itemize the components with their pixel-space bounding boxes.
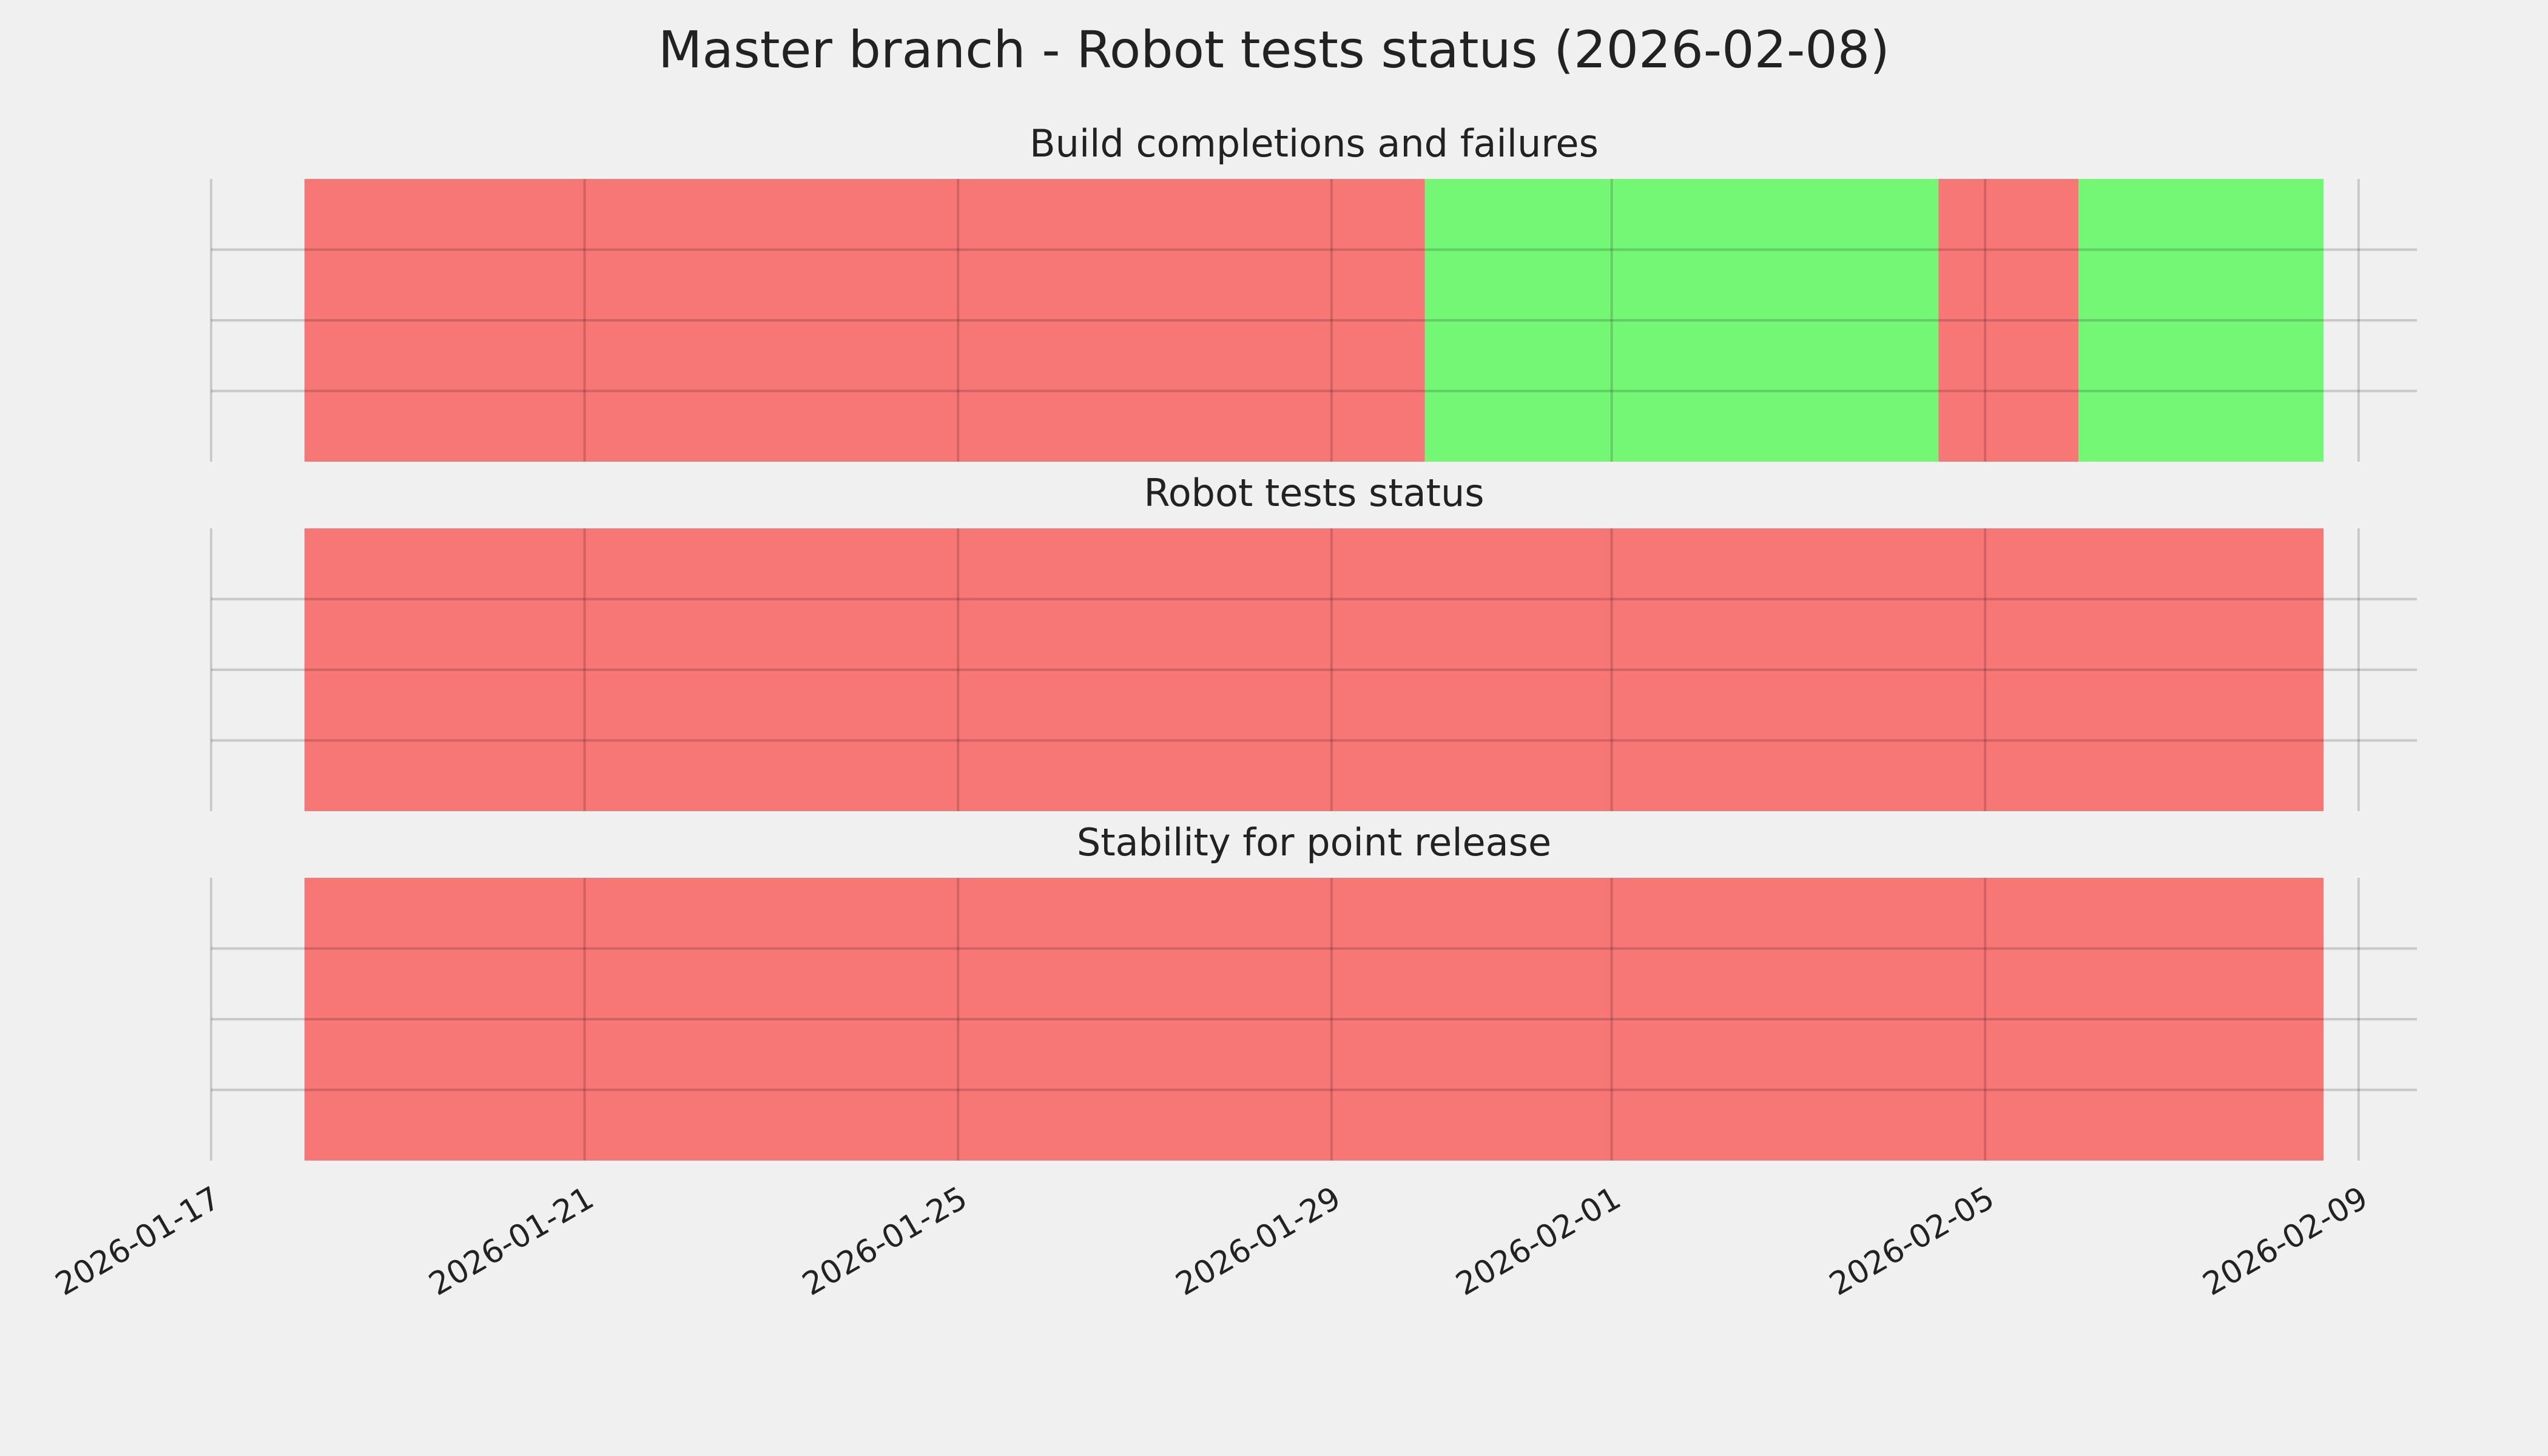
status-segment bbox=[2078, 179, 2324, 462]
status-segment bbox=[304, 179, 1425, 462]
status-segment bbox=[1938, 179, 2079, 462]
panel-title: Build completions and failures bbox=[1030, 121, 1599, 166]
status-segment bbox=[304, 878, 2324, 1161]
status-segment bbox=[1424, 179, 1939, 462]
figure-title: Master branch - Robot tests status (2026… bbox=[658, 20, 1890, 79]
status-segment bbox=[304, 528, 2324, 811]
panel-title: Robot tests status bbox=[1144, 471, 1484, 515]
panel-title: Stability for point release bbox=[1077, 820, 1551, 864]
